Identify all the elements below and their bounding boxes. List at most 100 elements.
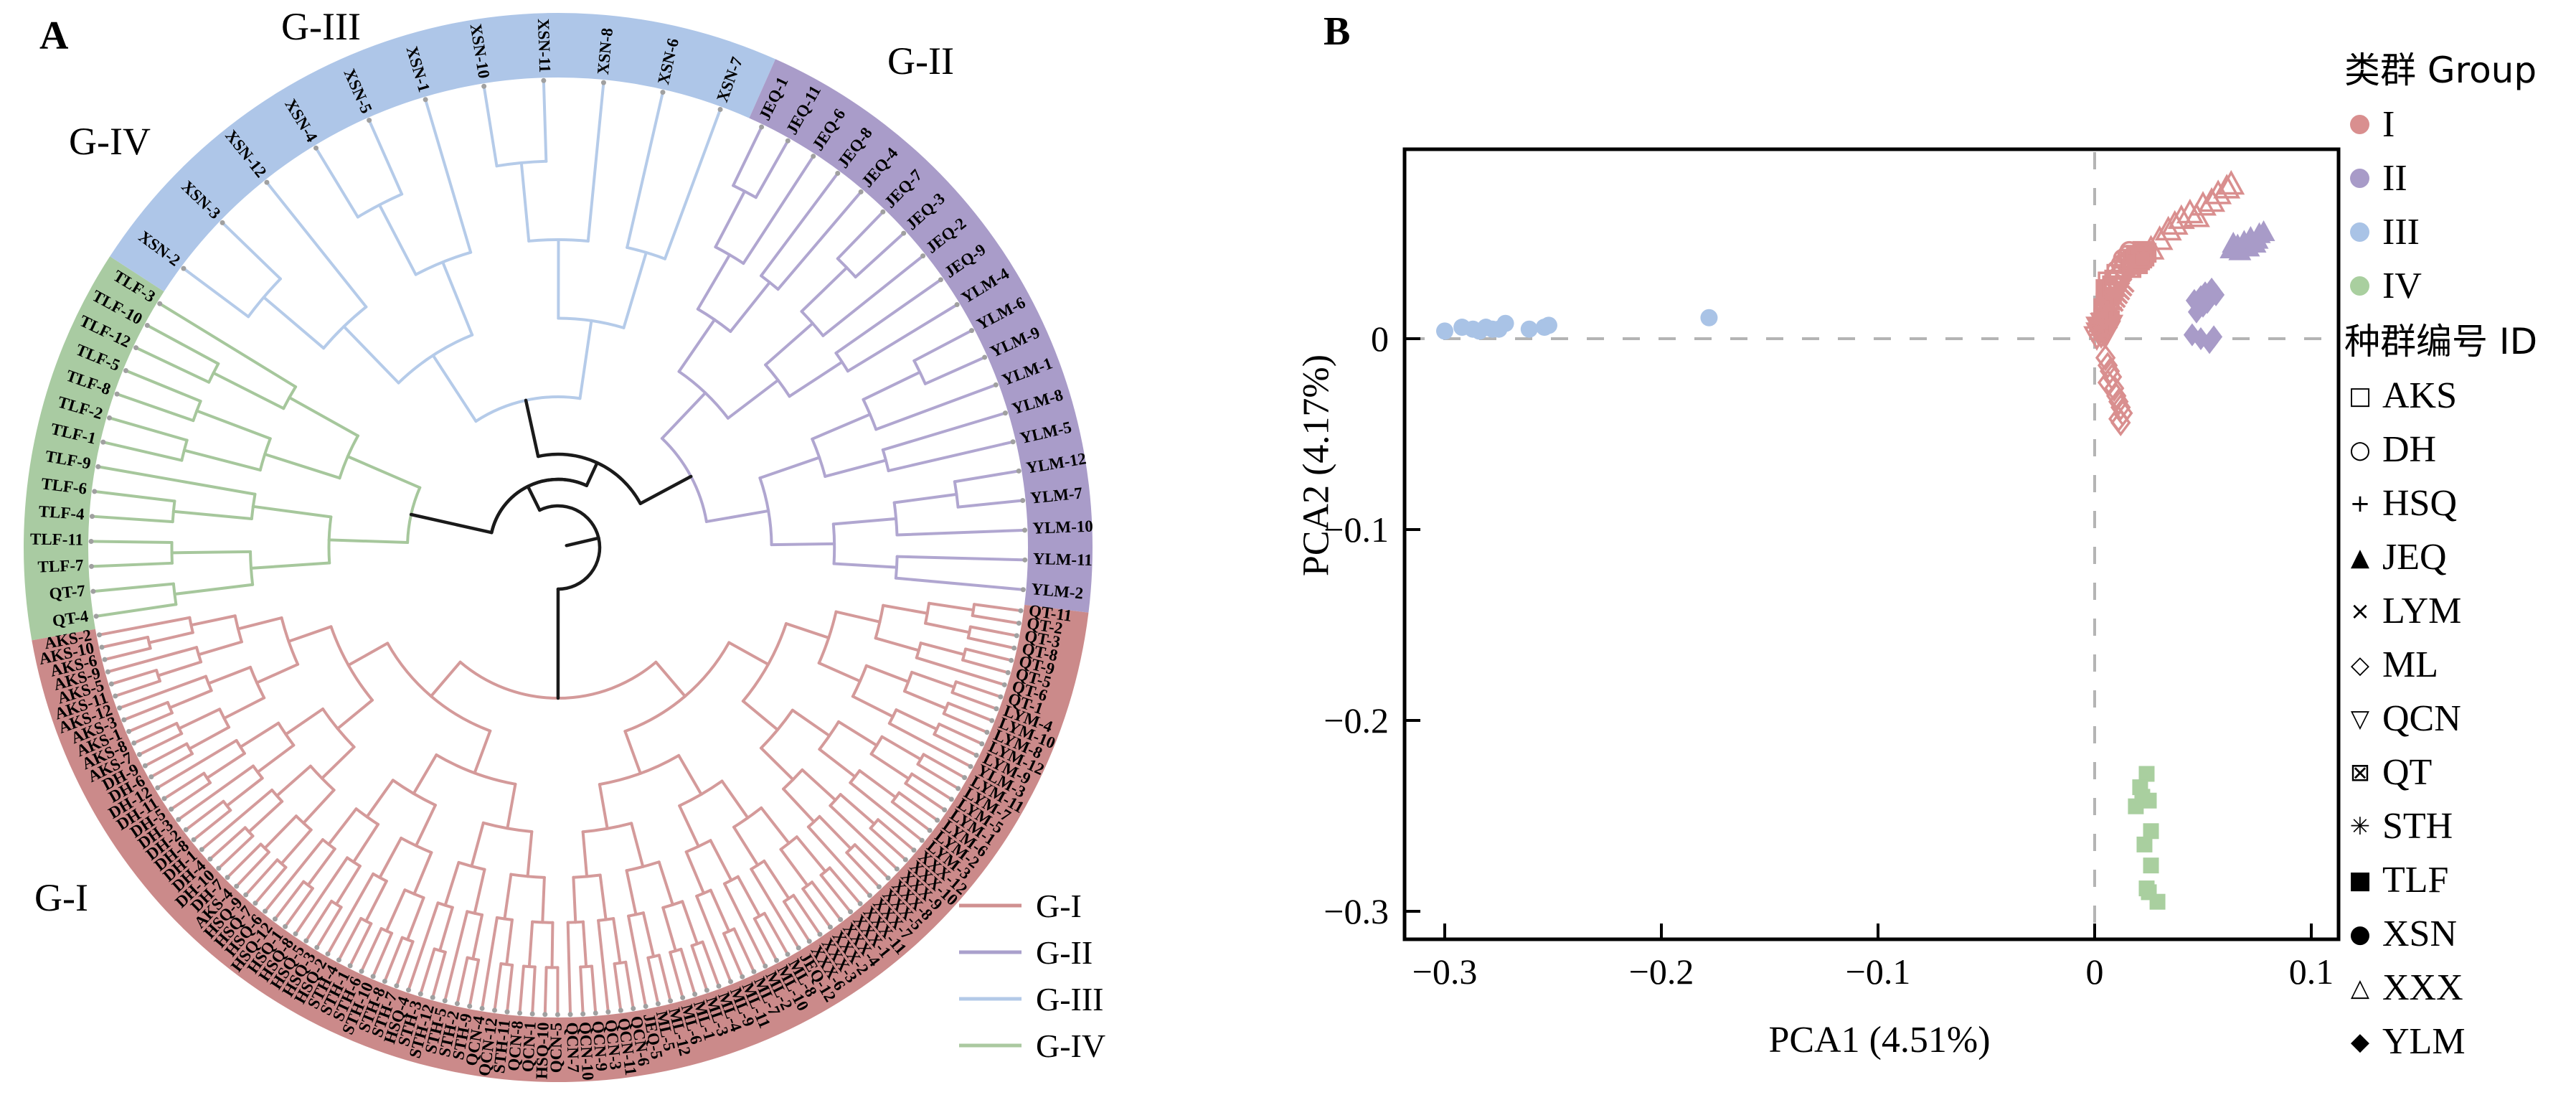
leaf-tick [93, 614, 99, 619]
legend-id-marker: ◇ [2350, 650, 2370, 680]
legend-group-dot [2350, 222, 2369, 242]
leaf-tick [920, 253, 926, 259]
leaf-label: TLF-11 [30, 530, 83, 549]
legend-id-marker: ✳ [2349, 812, 2371, 841]
leaf-tick [541, 77, 547, 83]
leaf-tick [567, 1012, 573, 1018]
leaf-tick [580, 1011, 586, 1017]
legend-id-item-HSQ: + HSQ [2344, 476, 2574, 530]
leaf-tick [491, 1007, 497, 1013]
leaf-tick [848, 909, 854, 915]
leaf-tick [102, 657, 108, 662]
series-ML [2095, 344, 2133, 436]
leaf-tick [370, 974, 376, 979]
legend-group-dot [2350, 169, 2369, 188]
leaf-tick [785, 951, 791, 957]
legend-id-label: YLM [2382, 1021, 2466, 1062]
leaf-tick [99, 644, 105, 650]
x-tick-label: 0.1 [2289, 951, 2334, 992]
legend-group-item-II: II [2344, 151, 2574, 205]
legend-group-title: 类群 Group [2344, 50, 2537, 91]
legend-id-title: 种群编号 ID [2344, 321, 2538, 362]
leaf-label: QCN-1 [519, 1021, 539, 1073]
leaf-tick [253, 901, 258, 906]
leaf-tick [105, 669, 110, 675]
y-tick-label: −0.1 [1324, 509, 1389, 550]
leaf-tick [994, 706, 999, 712]
leaf-tick [938, 277, 943, 283]
leaf-tick [1020, 587, 1026, 593]
series-STH [2089, 298, 2123, 345]
leaf-tick [123, 367, 128, 373]
legend-id-marker: ▲ [2350, 542, 2370, 572]
leaf-tick [643, 1003, 648, 1009]
legend-id-marker: ● [2349, 919, 2371, 949]
legend-id-item-TLF: ■ TLF [2344, 853, 2574, 907]
leaf-label: QCN-10 [576, 1021, 597, 1081]
leaf-tick [199, 847, 204, 852]
leaf-tick [962, 775, 968, 781]
leaf-tick [504, 1009, 510, 1015]
legend-group-item-III: III [2344, 205, 2574, 259]
leaf-tick [901, 230, 907, 236]
leaf-tick [858, 189, 864, 194]
leaf-tick [283, 924, 288, 929]
leaf-tick [264, 179, 270, 185]
legend-id-item-AKS: □ AKS [2344, 369, 2574, 423]
leaf-tick [806, 939, 812, 944]
leaf-label: QCN-9 [589, 1020, 611, 1072]
leaf-tick [88, 538, 94, 544]
dendrogram-legend: G-I G-II G-III G-IV [959, 888, 1105, 1064]
leaf-tick [835, 171, 841, 177]
legend-label: G-IV [1036, 1028, 1105, 1064]
leaf-tick [763, 963, 768, 969]
legend-group-items: I II III IV [2344, 98, 2574, 313]
leaf-tick [1005, 669, 1011, 675]
x-axis-label: PCA1 (4.51%) [1768, 1020, 1991, 1061]
leaf-tick [95, 464, 101, 469]
leaf-tick [728, 979, 734, 984]
leaf-tick [993, 382, 999, 387]
legend-group-item-IV: IV [2344, 259, 2574, 313]
dendrogram-band [23, 12, 1093, 1083]
leaf-tick [876, 884, 882, 890]
x-tick-label: −0.3 [1412, 951, 1478, 992]
leaf-tick [107, 415, 113, 420]
leaf-tick [479, 1005, 485, 1011]
dendrogram-root [409, 398, 693, 700]
leaf-tick [1018, 608, 1024, 614]
leaf-tick [1010, 439, 1016, 445]
leaf-tick [325, 951, 331, 957]
panel-b-letter: B [1324, 9, 1351, 54]
leaf-tick [136, 751, 142, 757]
leaf-tick [968, 763, 973, 769]
leaf-tick [157, 301, 163, 306]
panel-a-letter: A [39, 14, 69, 58]
leaf-tick [148, 774, 154, 780]
leaf-tick [982, 354, 988, 360]
leaf-tick [336, 957, 341, 963]
leaf-tick [717, 107, 723, 113]
leaf-tick [796, 945, 801, 951]
band-G-IV [23, 256, 164, 641]
legend-id-label: QT [2382, 752, 2433, 793]
legend-label: G-II [1036, 934, 1093, 971]
leaf-tick [692, 991, 698, 997]
leaf-tick [96, 632, 102, 638]
leaf-tick [655, 1001, 661, 1007]
leaf-tick [948, 796, 954, 802]
legend-group-label: I [2382, 104, 2395, 145]
leaf-tick [1009, 657, 1014, 663]
leaf-tick [243, 892, 249, 898]
leaf-tick [631, 1006, 636, 1012]
leaf-tick [367, 118, 372, 123]
leaf-tick [347, 963, 353, 969]
legend-id-item-XSN: ● XSN [2344, 907, 2574, 961]
leaf-tick [680, 995, 686, 1000]
leaf-tick [155, 785, 161, 791]
leaf-tick [216, 865, 222, 871]
leaf-tick [827, 924, 833, 930]
legend-group-label: III [2382, 212, 2420, 253]
leaf-tick [423, 97, 428, 103]
y-axis-label: PCA2 (4.17%) [1296, 354, 1337, 577]
